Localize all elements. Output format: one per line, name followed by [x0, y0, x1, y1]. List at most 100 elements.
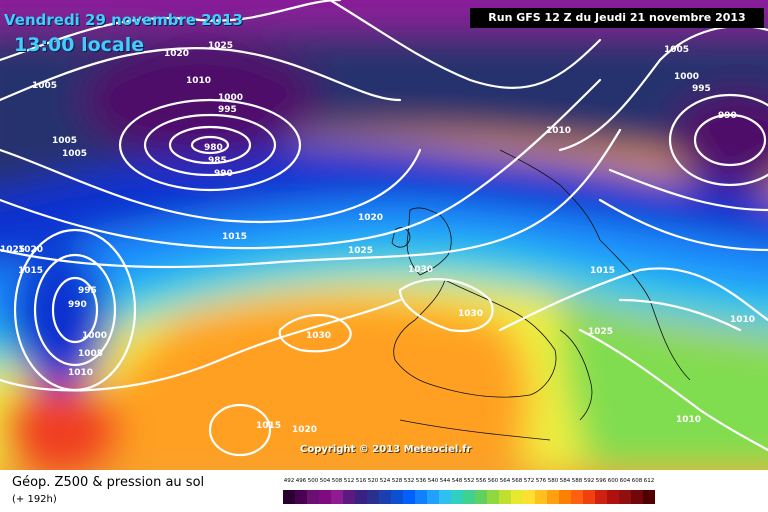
scale-swatch — [391, 490, 403, 504]
scale-label: 588 — [571, 478, 583, 484]
isobar-label: 1010 — [186, 76, 211, 86]
scale-swatch — [283, 490, 295, 504]
isobar-label: 1025 — [348, 246, 373, 256]
scale-swatch — [643, 490, 655, 504]
weather-map: 1020 1025 1010 1000 995 980 985 990 1005… — [0, 0, 768, 470]
isobar-label: 1010 — [676, 415, 701, 425]
isobar-label: 1010 — [546, 126, 571, 136]
scale-label: 536 — [415, 478, 427, 484]
scale-swatch — [475, 490, 487, 504]
isobar-label: 990 — [68, 300, 87, 310]
isobar-label: 1030 — [306, 331, 331, 341]
isobar-label: 1015 — [18, 266, 43, 276]
isobar-label: 980 — [204, 143, 223, 153]
scale-label: 532 — [403, 478, 415, 484]
scale-label: 576 — [535, 478, 547, 484]
copyright-notice: Copyright © 2013 Meteociel.fr — [300, 444, 472, 455]
isobar-label: 990 — [718, 111, 737, 121]
scale-swatch — [319, 490, 331, 504]
scale-swatch — [367, 490, 379, 504]
scale-swatch — [631, 490, 643, 504]
scale-label: 560 — [487, 478, 499, 484]
scale-swatch — [487, 490, 499, 504]
isobar-label: 1020 — [292, 425, 317, 435]
isobar-label: 995 — [692, 84, 711, 94]
isobar-label: 1005 — [32, 81, 57, 91]
isobar-label: 1015 — [256, 421, 281, 431]
scale-label: 512 — [343, 478, 355, 484]
isobar-label: 995 — [78, 286, 97, 296]
scale-label: 572 — [523, 478, 535, 484]
scale-label: 504 — [319, 478, 331, 484]
isobar-labels: 1020 1025 1010 1000 995 980 985 990 1005… — [0, 41, 755, 435]
scale-label: 516 — [355, 478, 367, 484]
isobar-label: 1020 — [18, 245, 43, 255]
scale-swatch — [595, 490, 607, 504]
scale-label: 608 — [631, 478, 643, 484]
geopotential-field — [0, 0, 768, 470]
scale-label: 548 — [451, 478, 463, 484]
scale-swatch — [355, 490, 367, 504]
scale-swatch — [331, 490, 343, 504]
scale-swatch — [511, 490, 523, 504]
scale-label: 520 — [367, 478, 379, 484]
scale-swatch — [523, 490, 535, 504]
isobar-label: 1020 — [164, 49, 189, 59]
color-scale: 492 496 500 504 508 512 516 520 524 528 532 536 540 5… — [283, 478, 751, 506]
color-scale-bar — [283, 490, 751, 504]
isobar-label: 1030 — [408, 265, 433, 275]
scale-label: 496 — [295, 478, 307, 484]
model-run-label: Run GFS 12 Z du Jeudi 21 novembre 2013 — [470, 8, 764, 28]
isobar-label: 1005 — [78, 349, 103, 359]
legend-footer: Géop. Z500 & pression au sol (+ 192h) 49… — [0, 470, 768, 512]
forecast-date: Vendredi 29 novembre 2013 — [4, 11, 243, 29]
isobar-label: 985 — [208, 156, 227, 166]
scale-label: 568 — [511, 478, 523, 484]
scale-swatch — [343, 490, 355, 504]
scale-label: 580 — [547, 478, 559, 484]
scale-label: 592 — [583, 478, 595, 484]
scale-label: 600 — [607, 478, 619, 484]
scale-swatch — [571, 490, 583, 504]
scale-label: 552 — [463, 478, 475, 484]
scale-swatch — [439, 490, 451, 504]
scale-swatch — [295, 490, 307, 504]
coastlines — [391, 149, 691, 441]
scale-swatch — [463, 490, 475, 504]
scale-swatch — [547, 490, 559, 504]
isobar-label: 1000 — [674, 72, 699, 82]
scale-label: 500 — [307, 478, 319, 484]
scale-label: 540 — [427, 478, 439, 484]
isobar-label: 1005 — [52, 136, 77, 146]
scale-label: 508 — [331, 478, 343, 484]
isobar-label: 1030 — [458, 309, 483, 319]
isobar-label: 1025 — [208, 41, 233, 51]
isobar-label: 1005 — [664, 45, 689, 55]
isobar-label: 990 — [214, 169, 233, 179]
isobar-label: 1015 — [590, 266, 615, 276]
isobars — [0, 0, 768, 455]
legend-title: Géop. Z500 & pression au sol — [12, 475, 205, 490]
isobar-label: 1000 — [218, 93, 243, 103]
isobar-label: 1020 — [358, 213, 383, 223]
isobar-label: 1010 — [730, 315, 755, 325]
color-scale-labels: 492 496 500 504 508 512 516 520 524 528 532 536 540 5… — [283, 478, 751, 488]
scale-swatch — [451, 490, 463, 504]
scale-label: 556 — [475, 478, 487, 484]
scale-label: 544 — [439, 478, 451, 484]
scale-label: 524 — [379, 478, 391, 484]
isobar-label: 1005 — [62, 149, 87, 159]
scale-label: 596 — [595, 478, 607, 484]
isobar-label: 1025 — [588, 327, 613, 337]
scale-label: 492 — [283, 478, 295, 484]
scale-label: 604 — [619, 478, 631, 484]
isobar-label: 995 — [218, 105, 237, 115]
scale-label: 564 — [499, 478, 511, 484]
scale-swatch — [535, 490, 547, 504]
scale-swatch — [415, 490, 427, 504]
isobar-label: 1000 — [82, 331, 107, 341]
scale-swatch — [607, 490, 619, 504]
isobar-label: 1010 — [68, 368, 93, 378]
isobar-label: 1015 — [222, 232, 247, 242]
scale-swatch — [403, 490, 415, 504]
